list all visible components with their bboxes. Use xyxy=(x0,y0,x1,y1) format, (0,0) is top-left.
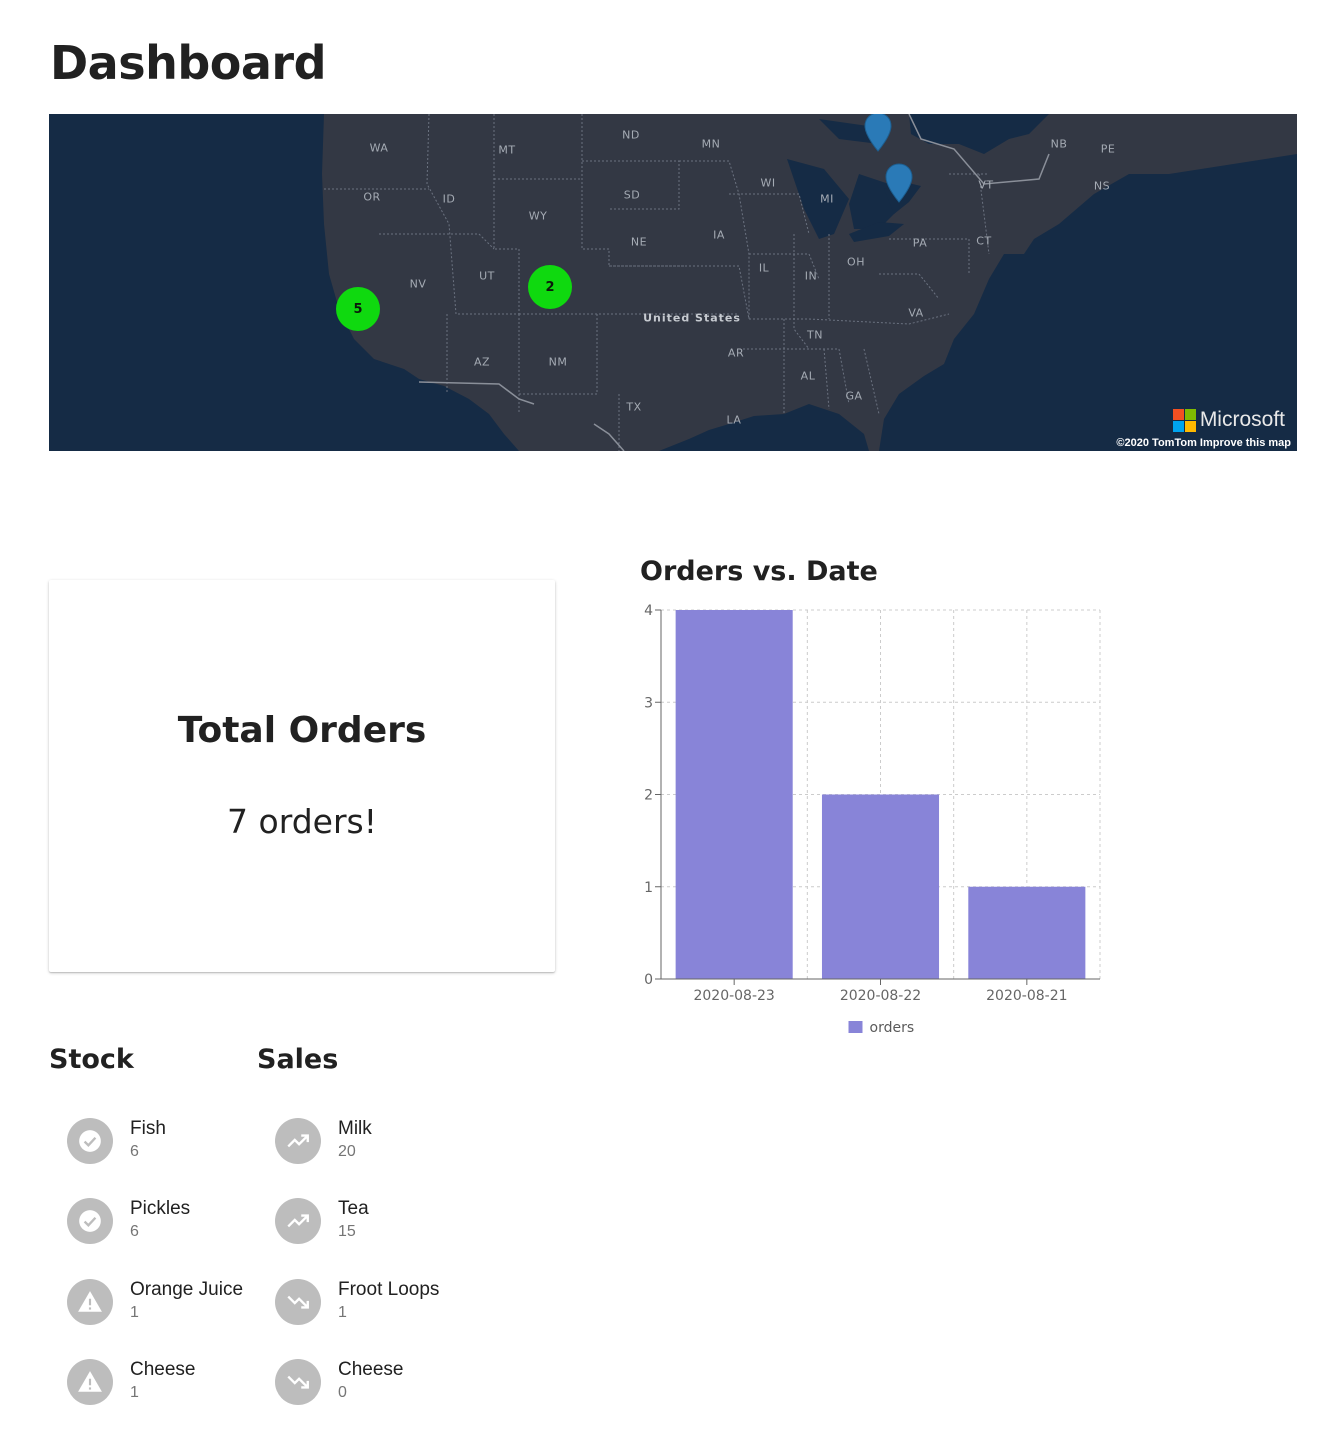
sales-title: Sales xyxy=(257,1044,339,1075)
page-title: Dashboard xyxy=(50,36,327,90)
map-state-label: AR xyxy=(727,346,745,360)
map-copyright-link[interactable]: ©2020 TomTom Improve this map xyxy=(1116,437,1291,449)
chart-bar xyxy=(968,886,1086,979)
map-state-label: TX xyxy=(626,400,642,414)
map-state-label: ND xyxy=(622,128,640,142)
trending-up-icon xyxy=(275,1118,321,1164)
map-country-label: United States xyxy=(643,311,741,325)
sales-item-name: Tea xyxy=(338,1198,369,1219)
map-state-label: IL xyxy=(758,261,770,275)
sales-item-name: Froot Loops xyxy=(338,1279,440,1300)
total-orders-title: Total Orders xyxy=(177,710,427,751)
map-state-label: MI xyxy=(820,192,834,206)
chart-y-tick-label: 4 xyxy=(644,603,653,619)
chart-legend-swatch xyxy=(848,1021,863,1033)
map-state-label: NS xyxy=(1093,179,1111,193)
chart-x-tick-label: 2020-08-23 xyxy=(693,988,774,1004)
trending-down-icon xyxy=(275,1279,321,1325)
map-state-label: LA xyxy=(726,413,742,427)
map-land xyxy=(322,114,1297,451)
map-state-label: PE xyxy=(1100,142,1116,156)
map-state-label: WY xyxy=(528,209,548,223)
chart-y-tick-label: 3 xyxy=(644,695,653,711)
map-state-label: CT xyxy=(976,234,992,248)
map-state-label: GA xyxy=(845,389,863,403)
orders-bar-chart: 0 1 2 3 4 2020-08-23 2020-08-22 2020-08-21 order… xyxy=(644,603,1101,1036)
map-state-label: SD xyxy=(623,188,641,202)
chart-y-tick-label: 0 xyxy=(644,972,653,988)
stock-item-name: Orange Juice xyxy=(130,1279,244,1300)
map-state-label: WA xyxy=(369,141,389,155)
microsoft-logo-text: Microsoft xyxy=(1199,408,1285,431)
microsoft-logo-icon xyxy=(1172,408,1196,432)
warning-icon xyxy=(67,1279,113,1325)
sales-item-count: 0 xyxy=(338,1384,347,1401)
sales-item-count: 1 xyxy=(338,1304,347,1321)
map-state-label: MN xyxy=(701,137,721,151)
map-state-label: NB xyxy=(1050,137,1068,151)
sales-list-item[interactable]: Milk 20 xyxy=(275,1118,475,1178)
total-orders-card: Total Orders 7 orders! xyxy=(49,580,555,972)
map-state-label: NV xyxy=(409,277,427,291)
sales-list-item[interactable]: Tea 15 xyxy=(275,1198,475,1258)
map-state-label: IN xyxy=(804,269,818,283)
sales-item-name: Milk xyxy=(338,1118,372,1139)
check-circle-icon xyxy=(67,1118,113,1164)
map-state-label: OR xyxy=(363,190,381,204)
map-state-label: MT xyxy=(498,143,516,157)
chart-bar xyxy=(821,794,940,979)
sales-list-item[interactable]: Froot Loops 1 xyxy=(275,1279,475,1339)
stock-title: Stock xyxy=(49,1044,134,1075)
stock-item-count: 6 xyxy=(130,1223,139,1240)
map-state-label: VT xyxy=(978,178,994,192)
stock-item-count: 1 xyxy=(130,1304,139,1321)
stock-list-item[interactable]: Pickles 6 xyxy=(67,1198,267,1258)
sales-item-count: 15 xyxy=(338,1223,356,1240)
chart-x-tick-label: 2020-08-21 xyxy=(986,988,1067,1004)
total-orders-value: 7 orders! xyxy=(227,802,377,841)
stock-item-count: 1 xyxy=(130,1384,139,1401)
map-state-label: PA xyxy=(912,236,928,250)
sales-item-name: Cheese xyxy=(338,1359,404,1380)
sales-item-count: 20 xyxy=(338,1143,356,1160)
stock-item-name: Pickles xyxy=(130,1198,191,1219)
stock-item-count: 6 xyxy=(130,1143,139,1160)
stock-item-name: Fish xyxy=(130,1118,166,1139)
chart-y-tick-label: 1 xyxy=(644,880,653,896)
warning-icon xyxy=(67,1359,113,1405)
map-state-label: TN xyxy=(807,328,823,342)
map-state-label: ID xyxy=(442,192,456,206)
stock-list-item[interactable]: Orange Juice 1 xyxy=(67,1279,267,1339)
stock-list-item[interactable]: Cheese 1 xyxy=(67,1359,267,1419)
stock-item-name: Cheese xyxy=(130,1359,196,1380)
map-pin-icon[interactable] xyxy=(885,163,913,203)
map-state-label: NE xyxy=(630,235,648,249)
map-cluster-marker[interactable]: 5 xyxy=(336,287,380,331)
sales-list-item[interactable]: Cheese 0 xyxy=(275,1359,475,1419)
map-cluster-marker[interactable]: 2 xyxy=(528,265,572,309)
map-state-label: AL xyxy=(800,369,816,383)
map-state-label: NM xyxy=(548,355,568,369)
map-state-label: AZ xyxy=(473,355,491,369)
chart-legend-label: orders xyxy=(870,1020,915,1036)
map-state-label: IA xyxy=(713,228,725,242)
trending-up-icon xyxy=(275,1198,321,1244)
map-state-label: VA xyxy=(908,306,924,320)
microsoft-logo: Microsoft xyxy=(1172,408,1285,432)
chart-y-tick-label: 2 xyxy=(644,788,653,804)
check-circle-icon xyxy=(67,1198,113,1244)
map-pin-icon[interactable] xyxy=(864,114,892,152)
map-state-label: OH xyxy=(847,255,865,269)
chart-x-tick-label: 2020-08-22 xyxy=(840,988,921,1004)
chart-bar xyxy=(675,610,793,979)
map-state-label: UT xyxy=(479,269,495,283)
stock-list-item[interactable]: Fish 6 xyxy=(67,1118,267,1178)
chart-title: Orders vs. Date xyxy=(640,556,878,587)
trending-down-icon xyxy=(275,1359,321,1405)
map[interactable]: WA MT ND MN NB PE OR ID SD WI MI NS VT W… xyxy=(49,114,1297,451)
map-state-label: WI xyxy=(760,176,776,190)
